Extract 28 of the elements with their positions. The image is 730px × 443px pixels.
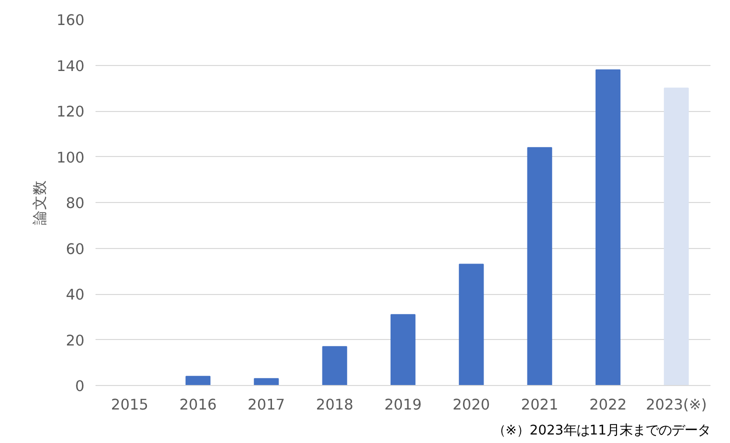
bar: [527, 147, 552, 386]
bar: [390, 314, 416, 386]
bar: [596, 69, 620, 386]
y-tick-label: 140: [56, 58, 85, 75]
bar: [186, 376, 210, 386]
x-tick-label: 2017: [248, 396, 285, 414]
x-tick-label: 2023(※): [646, 396, 707, 414]
x-tick-label: 2021: [521, 396, 558, 414]
y-tick-label: 0: [75, 378, 85, 395]
y-tick-label: 80: [66, 195, 85, 212]
y-tick-label: 120: [56, 104, 85, 120]
bar: [322, 346, 348, 386]
y-tick-label: 100: [56, 149, 85, 166]
bar: [664, 88, 689, 386]
x-tick-label: 2016: [179, 396, 217, 414]
x-tick-label: 2018: [316, 396, 354, 414]
text: （※）2023年は11月末までのデータ: [492, 424, 710, 438]
x-tick-label: 2020: [452, 396, 490, 414]
bar: [458, 264, 484, 386]
x-tick-label: 2019: [384, 396, 422, 414]
y-tick-label: 160: [56, 12, 85, 29]
y-tick-label: 40: [66, 286, 85, 304]
x-tick-label: 2022: [589, 396, 627, 414]
bar: [254, 378, 279, 386]
y-axis-title: 論文数: [32, 180, 49, 225]
y-tick-label: 60: [66, 240, 85, 258]
y-tick-label: 20: [66, 332, 85, 350]
x-tick-label: 2015: [111, 396, 148, 414]
